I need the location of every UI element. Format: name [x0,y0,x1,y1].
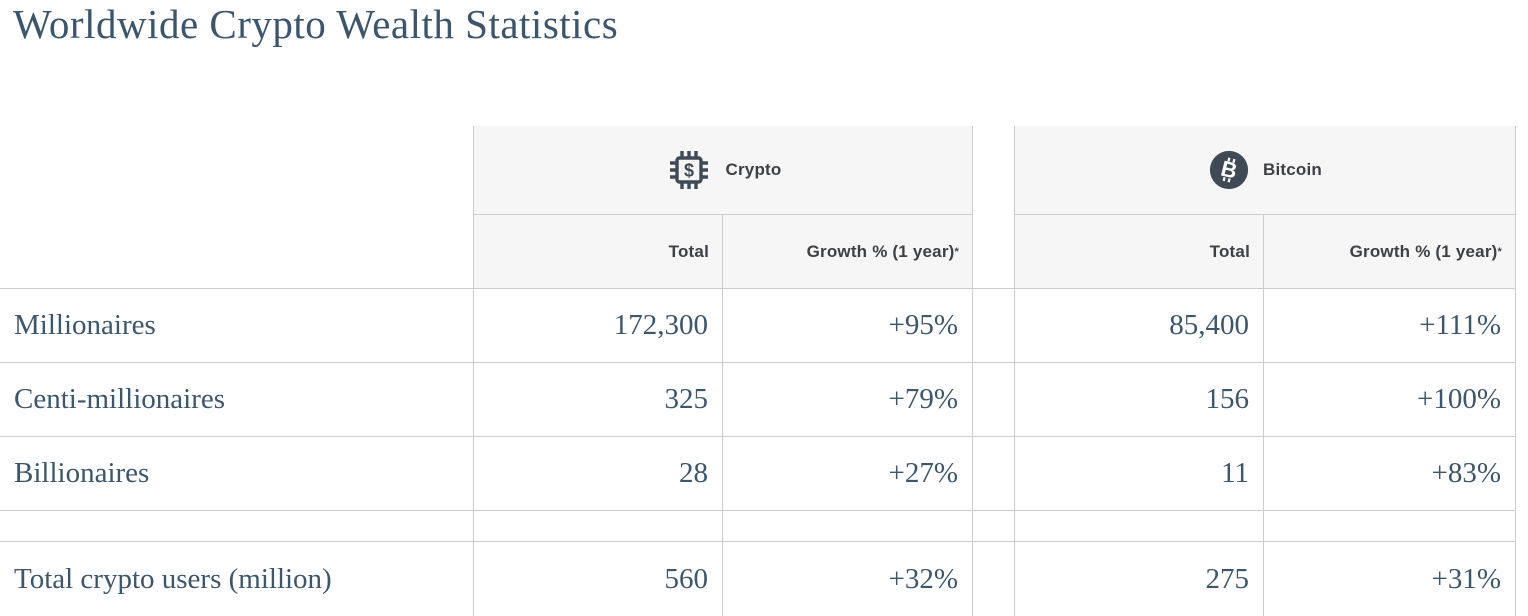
group-header-gap [973,126,1014,215]
group-header-crypto: $ Crypto [473,126,973,215]
row-total-crypto-users-crypto-growth: +32% [722,542,973,616]
row-centi-millionaires-bitcoin-total: 156 [1014,363,1263,437]
crypto-chip-icon: $ [665,146,713,194]
group-header-bitcoin: B Bitcoin [1014,126,1516,215]
row-billionaires-bitcoin-growth: +83% [1263,437,1516,511]
row-total-crypto-users-crypto-total: 560 [473,542,722,616]
spacer-row-cell [722,511,973,542]
row-centi-millionaires-crypto-growth: +79% [722,363,973,437]
row-centi-millionaires-bitcoin-growth: +100% [1263,363,1516,437]
spacer-row-cell [973,511,1014,542]
row-millionaires-bitcoin-growth: +111% [1263,289,1516,363]
spacer-row-cell [0,511,473,542]
bitcoin-total-header: Total [1014,215,1263,289]
row-billionaires-crypto-growth: +27% [722,437,973,511]
row-total-crypto-users-bitcoin-total: 275 [1014,542,1263,616]
row-gap [973,437,1014,511]
crypto-growth-header: Growth % (1 year) * [722,215,973,289]
bitcoin-group-label: Bitcoin [1262,160,1322,179]
crypto-group-label: Crypto [725,160,782,179]
row-millionaires-label: Millionaires [0,289,473,363]
svg-text:$: $ [683,161,693,181]
row-centi-millionaires-label: Centi-millionaires [0,363,473,437]
row-total-crypto-users-bitcoin-growth: +31% [1263,542,1516,616]
row-total-crypto-users-label: Total crypto users (million) [14,562,332,595]
row-gap [973,542,1014,616]
bitcoin-growth-header: Growth % (1 year) * [1263,215,1516,289]
row-centi-millionaires-crypto-total: 325 [473,363,722,437]
row-millionaires-crypto-growth: +95% [722,289,973,363]
spacer-row-cell [473,511,722,542]
crypto-total-header: Total [473,215,722,289]
row-billionaires-label: Billionaires [0,437,473,511]
spacer-row-cell [1014,511,1263,542]
subheader-spacer-left [0,215,473,289]
row-gap [973,363,1014,437]
page-title: Worldwide Crypto Wealth Statistics [13,1,619,47]
crypto-wealth-table: $ Crypto B Bitcoin Total Growth % (1 yea… [0,126,1516,616]
row-millionaires-bitcoin-total: 85,400 [1014,289,1263,363]
subheader-gap [973,215,1014,289]
row-gap [973,289,1014,363]
row-billionaires-bitcoin-total: 11 [1014,437,1263,511]
group-header-spacer-left [0,126,473,215]
bitcoin-coin-icon: B [1208,149,1250,191]
row-billionaires-crypto-total: 28 [473,437,722,511]
row-millionaires-crypto-total: 172,300 [473,289,722,363]
spacer-row-cell [1263,511,1516,542]
